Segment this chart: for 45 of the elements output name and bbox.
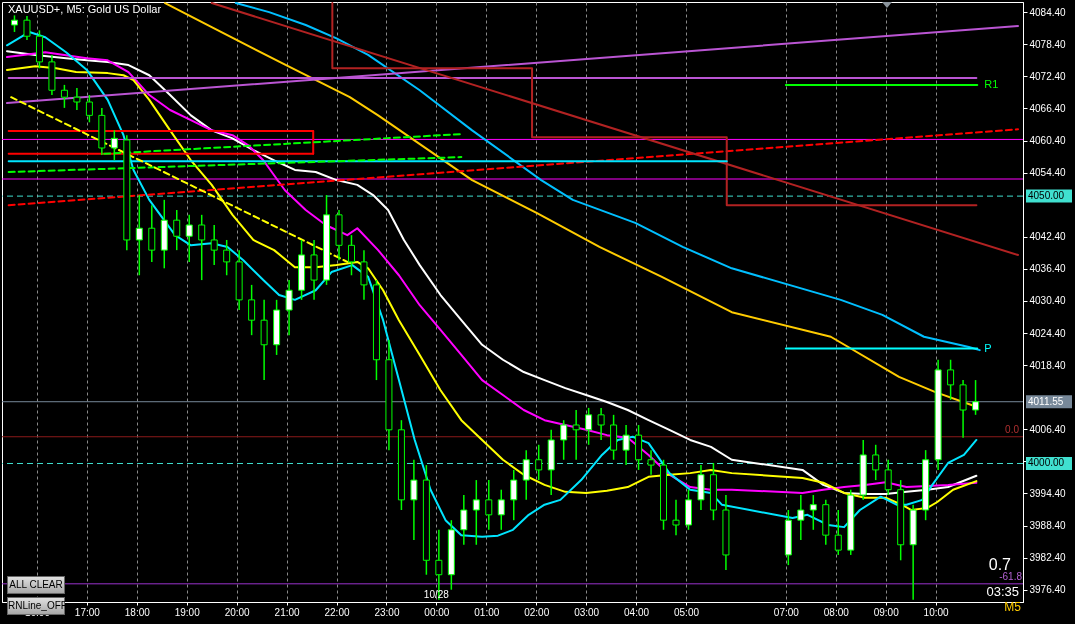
y-tick-label: 3994.40 xyxy=(1029,487,1067,499)
x-tick-label: 01:00 xyxy=(474,606,500,618)
x-tick-label: 10:00 xyxy=(923,606,950,618)
x-tick-label: 03:00 xyxy=(574,606,600,618)
ref-line-label: 4011.55 xyxy=(1028,395,1064,407)
x-tick-label: 17:00 xyxy=(74,606,101,618)
y-tick-label: 4006.40 xyxy=(1029,423,1067,435)
y-tick-label: 4060.40 xyxy=(1029,135,1067,146)
annotation: 0.7 xyxy=(988,556,1011,573)
x-tick-label: 04:00 xyxy=(624,606,650,618)
button: ALL CLEAR xyxy=(7,576,65,594)
y-tick-label: 4024.40 xyxy=(1029,327,1067,339)
x-tick-label: 23:00 xyxy=(374,606,400,618)
y-tick-label: 3976.40 xyxy=(1029,584,1067,596)
y-tick-label: 4078.40 xyxy=(1029,38,1067,50)
series-label: R1 xyxy=(984,77,999,90)
x-tick-label: 00:00 xyxy=(424,606,450,618)
x-tick-label: 05:00 xyxy=(673,606,700,618)
y-tick-label: 3988.40 xyxy=(1029,520,1067,532)
x-tick-label: 20:00 xyxy=(224,606,251,618)
annotation: -61.8 xyxy=(999,571,1022,582)
ref-line-label: 4050.00 xyxy=(1028,190,1065,202)
y-tick-label: 3982.40 xyxy=(1029,552,1067,564)
x-tick-label: 07:00 xyxy=(773,606,800,618)
annotation: 0.0 xyxy=(1005,424,1019,435)
x-tick-label: 08:00 xyxy=(823,606,850,618)
chart-title: XAUUSD+, M5: Gold US Dollar xyxy=(6,3,164,15)
y-tick-label: 4066.40 xyxy=(1029,102,1067,114)
x-tick-label: 09:00 xyxy=(873,606,900,618)
annotation: 03:35 xyxy=(986,584,1019,599)
x-tick-label: 21:00 xyxy=(274,606,301,618)
y-tick-label: 4084.40 xyxy=(1029,6,1067,18)
y-tick-label: 4036.40 xyxy=(1029,263,1067,275)
x-tick-label: 22:00 xyxy=(324,606,350,618)
y-tick-label: 4072.40 xyxy=(1029,70,1067,82)
y-tick-label: 4018.40 xyxy=(1029,359,1067,371)
x-tick-label: 02:00 xyxy=(524,606,550,618)
series-label: P xyxy=(984,341,992,354)
x-tick-label: 19:00 xyxy=(174,606,201,618)
y-tick-label: 4030.40 xyxy=(1029,295,1067,307)
y-tick-label: 4042.40 xyxy=(1029,231,1067,243)
annotation: M5 xyxy=(1004,600,1021,614)
ref-line-label: 4000.00 xyxy=(1028,457,1065,469)
y-tick-label: 4054.40 xyxy=(1029,167,1067,179)
x-tick-label: 18:00 xyxy=(124,606,151,618)
